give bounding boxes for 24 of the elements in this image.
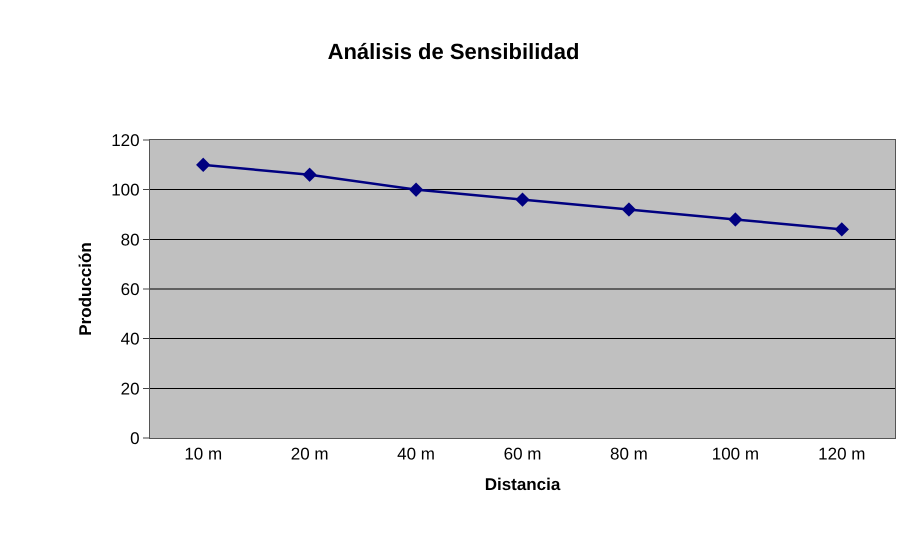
y-tick-label: 60 xyxy=(120,280,140,299)
y-tick-label: 100 xyxy=(111,180,140,200)
x-tick-label: 120 m xyxy=(818,444,866,464)
x-axis-title: Distancia xyxy=(484,474,561,494)
point xyxy=(515,192,530,207)
point xyxy=(408,182,424,197)
y-tick-label: 80 xyxy=(120,230,140,250)
point xyxy=(622,202,636,217)
y-tick-label: 120 xyxy=(111,130,140,150)
x-tick-label: 10 m xyxy=(184,444,222,464)
y-tick-label: 20 xyxy=(120,379,140,398)
y-tick-label: 40 xyxy=(120,330,140,349)
point xyxy=(834,222,849,237)
point xyxy=(302,168,317,182)
x-tick-label: 40 m xyxy=(397,444,435,464)
x-tick-label: 80 m xyxy=(610,444,648,464)
point xyxy=(728,212,743,227)
y-tick-label: 0 xyxy=(130,428,140,448)
x-tick-label: 100 m xyxy=(712,444,759,464)
chart-title: Análisis de Sensibilidad xyxy=(328,39,580,64)
point xyxy=(196,158,210,172)
y-axis-title: Producción xyxy=(76,242,95,336)
x-tick-label: 60 m xyxy=(504,444,542,464)
x-tick-label: 20 m xyxy=(290,444,329,464)
